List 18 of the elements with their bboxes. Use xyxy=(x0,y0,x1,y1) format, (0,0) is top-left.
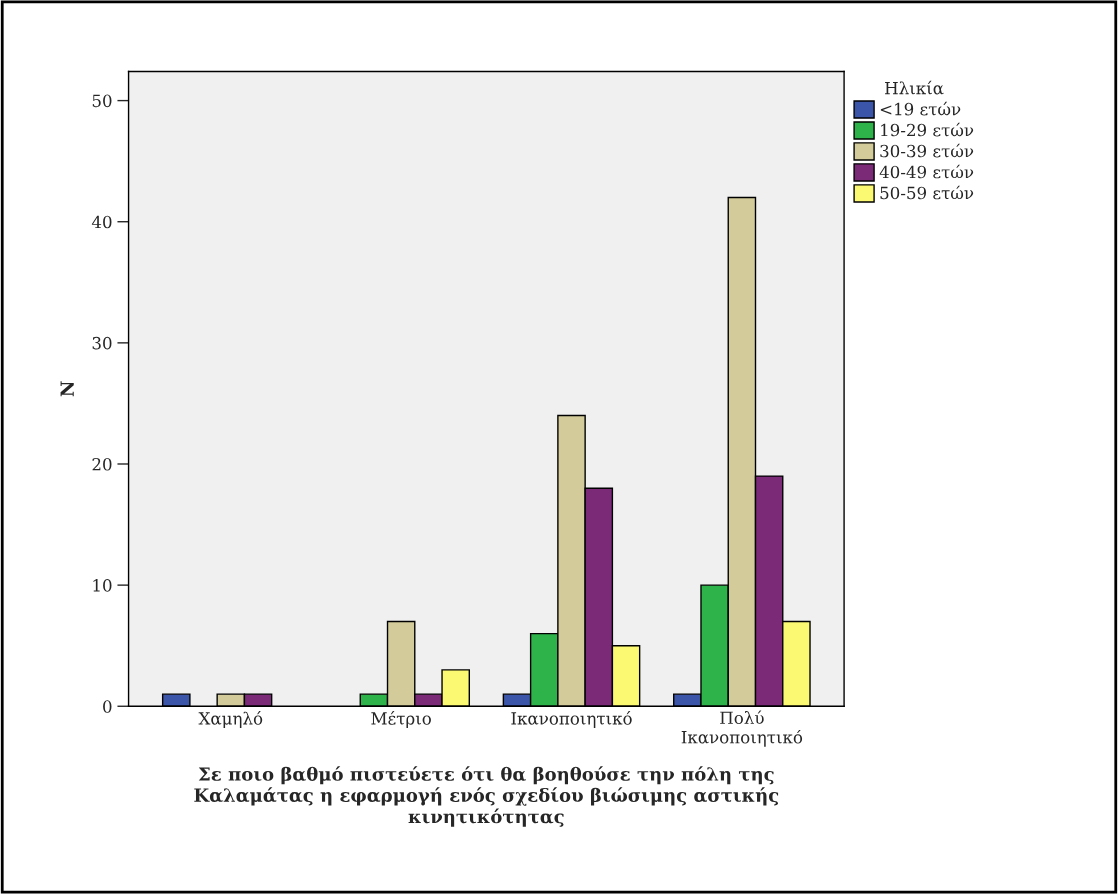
legend-label: 30-39 ετών xyxy=(880,143,974,158)
y-tick-label: 10 xyxy=(93,579,112,592)
x-tick-label: Πολύ Ικανοποιητικό xyxy=(681,710,803,747)
legend-label: 50-59 ετών xyxy=(880,185,974,200)
y-tick-label: 20 xyxy=(92,457,112,471)
y-tick-label: 30 xyxy=(92,336,112,350)
x-axis-title: Σε ποιο βαθμό πιστεύετε ότι θα βοηθούσε την πόλη της Καλαμάτας η εφαρμογή ενός σχεδίου βιώσιμης αστικής κινητικότητας xyxy=(194,766,779,827)
legend-label: <19 ετών xyxy=(880,101,961,116)
x-tick-label: Μέτριο xyxy=(371,711,431,728)
y-tick-label: 40 xyxy=(91,215,112,229)
legend-label: 40-49 ετών xyxy=(879,164,974,179)
y-tick-label: 0 xyxy=(103,700,112,713)
legend-title: Ηλικία xyxy=(885,80,944,95)
y-axis-title: N xyxy=(60,381,74,397)
legend-label: 19-29 ετών xyxy=(881,122,974,137)
y-tick-label: 50 xyxy=(92,94,112,108)
x-tick-label: Χαμηλό xyxy=(198,711,263,728)
x-tick-label: Ικανοποιητικό xyxy=(511,711,632,728)
